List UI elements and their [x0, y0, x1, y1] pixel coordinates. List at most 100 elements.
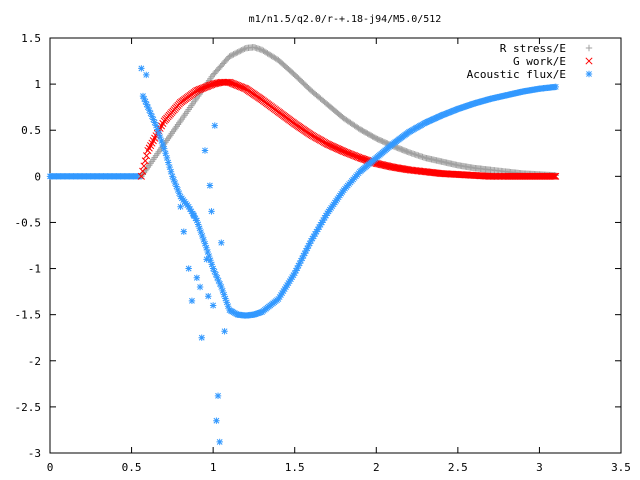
series-2-point	[304, 245, 311, 252]
series-3	[143, 71, 228, 446]
x-tick-label: 1	[210, 461, 217, 474]
series-3-point	[180, 228, 187, 235]
series-3-point	[201, 147, 209, 154]
series-2-point	[156, 133, 164, 141]
series-2-point	[282, 283, 290, 291]
legend-marker	[585, 70, 593, 78]
series-0-point	[231, 50, 239, 57]
series-0-point	[230, 51, 237, 58]
series-2-point	[276, 293, 283, 301]
series-2-point	[297, 257, 305, 264]
series-2-point	[305, 242, 312, 250]
series-2-point	[287, 275, 295, 283]
chart-title: m1/n1.5/q2.0/r-+.18-j94/M5.0/512	[249, 14, 442, 25]
series-2-point	[203, 244, 210, 252]
x-tick-label: 2	[373, 461, 380, 474]
series-3-point	[203, 256, 210, 263]
series-3-point	[196, 283, 204, 291]
series-2-point	[301, 250, 308, 257]
series-2-point	[194, 221, 202, 228]
series-1-point	[549, 172, 557, 180]
series-2-point	[199, 232, 206, 240]
series-2-point	[141, 95, 148, 103]
series-2-point	[196, 225, 203, 232]
series-3-point	[190, 211, 197, 219]
series-2-point	[216, 280, 224, 288]
x-tick-label: 3.5	[611, 461, 631, 474]
series-2-point	[186, 205, 194, 213]
series-2-point	[188, 208, 195, 215]
series-2-point	[146, 107, 153, 114]
y-tick-label: 0	[34, 170, 41, 183]
plot-frame	[49, 37, 622, 454]
x-tick-label: 3	[536, 461, 543, 474]
series-2-point	[193, 217, 201, 224]
y-tick-label: -0.5	[15, 216, 42, 229]
series-2-point	[209, 265, 217, 272]
x-tick-label: 0	[47, 461, 54, 474]
series-2-point	[150, 116, 157, 123]
series-2-point	[204, 248, 211, 256]
series-2-point	[286, 277, 293, 285]
y-tick-label: -3	[28, 447, 41, 460]
series-1-point	[361, 156, 369, 164]
series-2-point	[211, 268, 218, 275]
series-2-point	[152, 122, 160, 129]
series-2-point	[192, 215, 199, 222]
series-2-point	[154, 126, 161, 133]
series-2-point	[220, 291, 228, 298]
series-3-point	[208, 208, 215, 215]
series-2-point	[158, 137, 165, 145]
series-1-point	[209, 80, 217, 88]
series-2-point	[294, 265, 301, 272]
series-3-point	[209, 302, 217, 309]
series-2-point	[300, 252, 307, 259]
series-0-point	[237, 47, 244, 55]
series-2-point	[281, 285, 288, 293]
series-2-point	[322, 212, 330, 219]
series-2-point	[306, 240, 313, 247]
series-2-point	[174, 186, 181, 194]
series-1-point	[140, 162, 148, 170]
series-2-point	[169, 173, 176, 180]
series-1-point	[550, 172, 559, 180]
series-2-point	[205, 252, 213, 260]
series-2-point	[290, 271, 297, 279]
series-3-point	[221, 328, 228, 335]
series-0-point	[235, 48, 243, 55]
legend-label: R stress/E	[500, 42, 566, 55]
series-2-point	[212, 271, 220, 278]
x-tick-label: 2.5	[448, 461, 468, 474]
x-tick-label: 1.5	[285, 461, 305, 474]
series-1-point	[210, 80, 219, 88]
series-2-point	[224, 303, 232, 310]
series-1	[137, 78, 560, 180]
series-2-point	[311, 230, 319, 238]
series-3-point	[218, 239, 225, 246]
series-2-point	[138, 65, 145, 72]
series-3-point	[185, 265, 192, 272]
x-axis: 0 0.5 1 1.5 2 2.5 3 3.5	[47, 38, 631, 474]
series-2-point	[151, 119, 158, 126]
series-2-point	[159, 141, 167, 149]
series-0-point	[234, 49, 241, 56]
series-2-point	[222, 295, 229, 302]
series-3-point	[188, 297, 196, 305]
series-acoustic-flux-baseline	[46, 173, 144, 180]
series-2-point	[299, 255, 306, 262]
series-2-point	[321, 214, 328, 222]
legend-marker	[585, 44, 593, 52]
series-2-point	[218, 283, 225, 291]
series-2-point	[197, 228, 205, 236]
series-2-point	[280, 287, 287, 295]
series-2-point	[175, 190, 183, 197]
series-1-point	[141, 157, 149, 165]
series-1-point	[143, 152, 151, 160]
series-2-point	[318, 219, 326, 226]
series-1-point	[139, 167, 147, 175]
legend-label: Acoustic flux/E	[467, 68, 566, 81]
series-2-point	[295, 262, 302, 269]
series-3-point	[193, 274, 201, 281]
series-2-point	[144, 103, 152, 111]
